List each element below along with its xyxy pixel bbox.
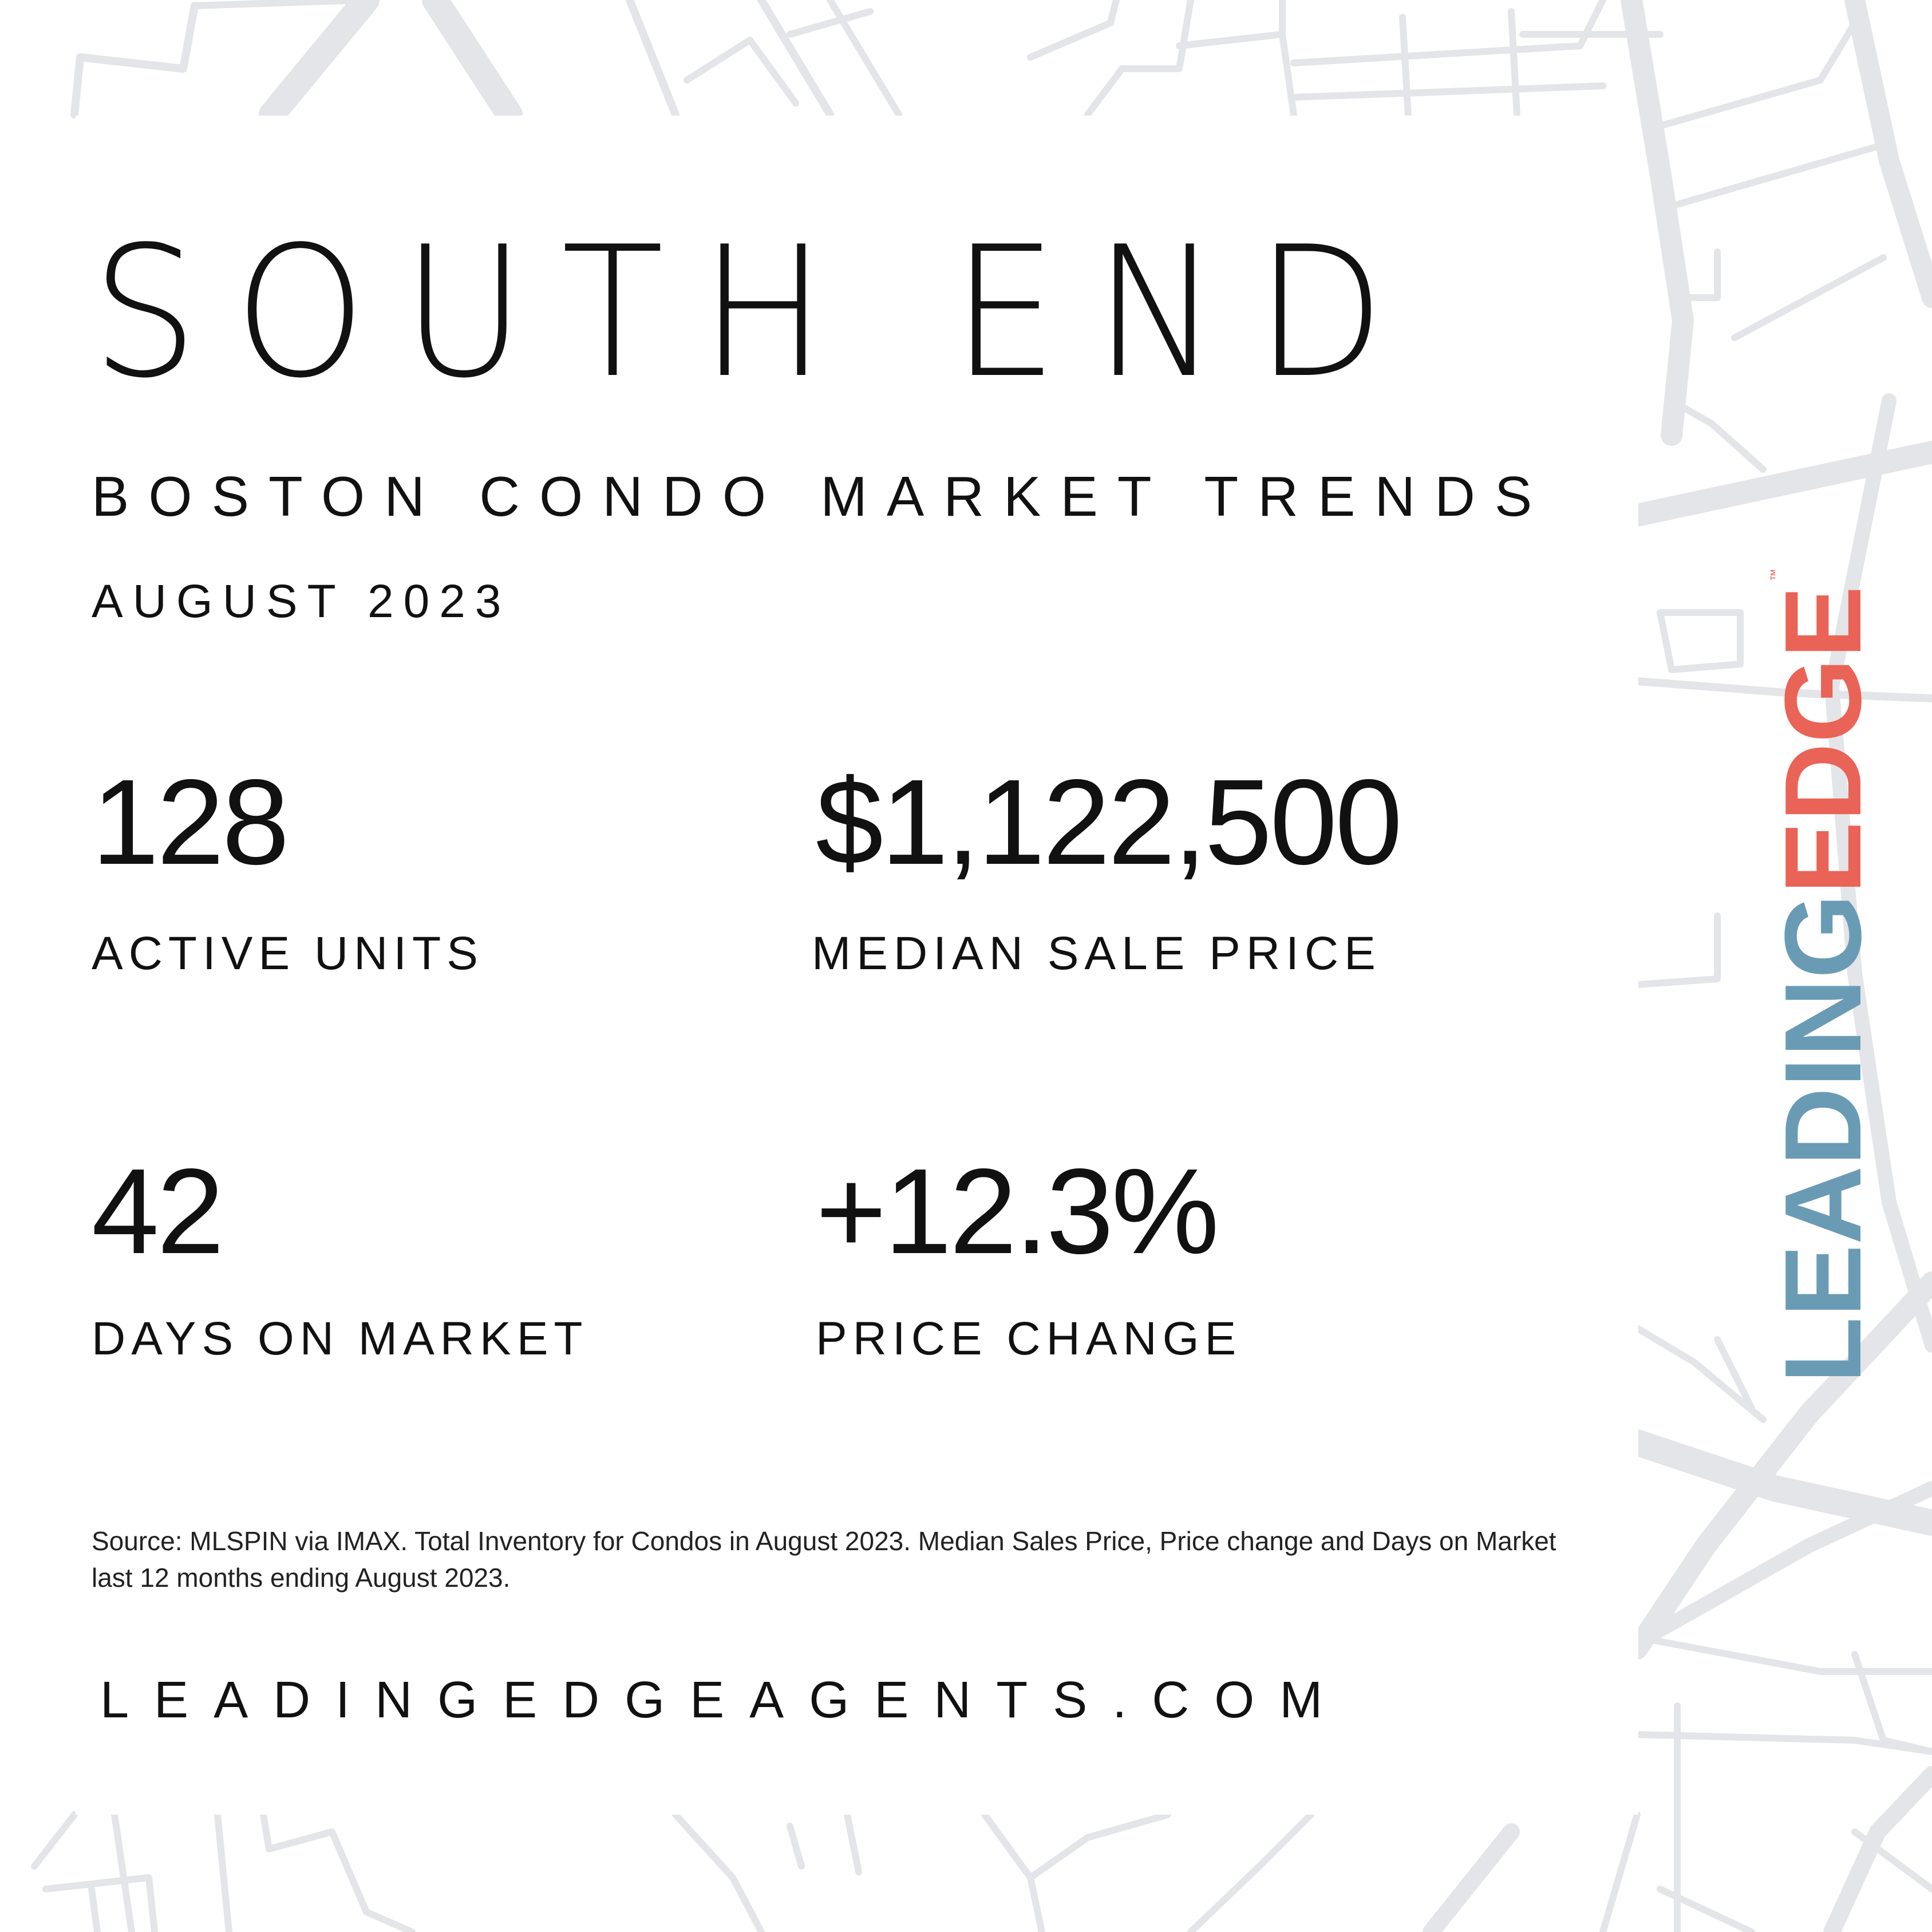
median-sale-price-label: MEDIAN SALE PRICE (812, 927, 1381, 979)
logo-leading-text: LEADING (1763, 894, 1884, 1384)
content-panel (76, 116, 1638, 1815)
source-note: Source: MLSPIN via IMAX. Total Inventory… (92, 1526, 1556, 1593)
website-link[interactable]: LEADINGEDGEAGENTS.COM (100, 1672, 1348, 1729)
price-change-label: PRICE CHANGE (816, 1313, 1242, 1365)
days-on-market-label: DAYS ON MARKET (92, 1313, 588, 1365)
median-sale-price-value: $1,122,500 (816, 754, 1402, 890)
price-change-value: +12.3% (816, 1143, 1219, 1279)
page-title: SOUTH END (92, 208, 1421, 418)
active-units-label: ACTIVE UNITS (92, 927, 484, 979)
page-subtitle: BOSTON CONDO MARKET TRENDS (92, 465, 1552, 528)
active-units-value: 128 (92, 754, 290, 890)
logo-edge-text: EDGE (1763, 586, 1884, 894)
trademark-mark: ™ (1768, 568, 1782, 582)
days-on-market-value: 42 (92, 1143, 224, 1279)
report-date: AUGUST 2023 (92, 575, 511, 627)
leadingedge-logo: LEADINGEDGE ™ (1763, 568, 1884, 1383)
